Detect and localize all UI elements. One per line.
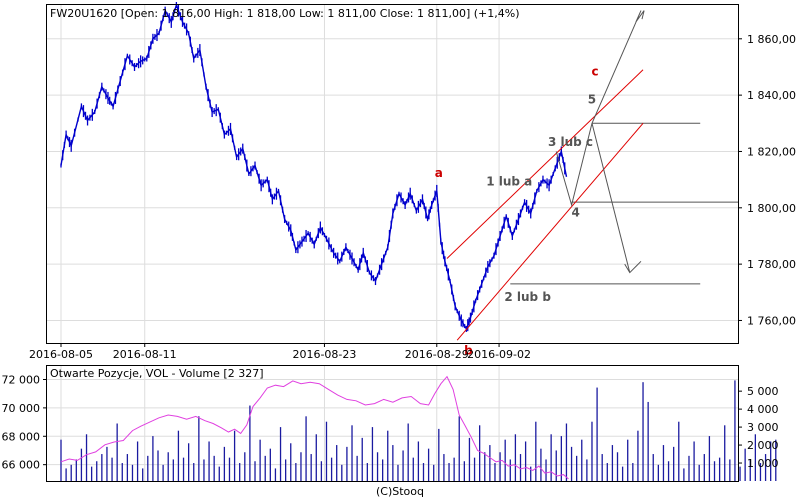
oi-tick-label: 66 000 xyxy=(2,459,41,472)
price-tick-label: 1 840,00 xyxy=(747,89,796,102)
volume-tick-label: 2 000 xyxy=(747,439,779,452)
projection-line xyxy=(591,123,642,274)
price-tick-label: 1 780,00 xyxy=(747,258,796,271)
chart-header: FW20U1620 [Open: 1 816,00 High: 1 818,00… xyxy=(50,7,520,20)
wave-labels: a b c 1 lub a 2 lub b 3 lub c 4 5 xyxy=(435,64,599,357)
date-tick-label: 2016-08-05 xyxy=(29,348,93,361)
price-panel-frame xyxy=(46,4,739,344)
date-x-axis: 2016-08-05 2016-08-11 2016-08-23 2016-08-29… xyxy=(29,343,531,361)
wave-label: a xyxy=(435,166,443,180)
price-tick-label: 1 860,00 xyxy=(747,33,796,46)
date-tick-label: 2016-09-02 xyxy=(467,348,531,361)
projection-line xyxy=(555,10,645,207)
volume-tick-label: 5 000 xyxy=(747,385,779,398)
wave-label: 1 lub a xyxy=(486,174,532,188)
oi-tick-label: 72 000 xyxy=(2,373,41,386)
volume-bars xyxy=(60,380,777,481)
volume-y-axis: 1 000 2 000 3 000 4 000 5 000 xyxy=(738,385,779,470)
price-tick-label: 1 800,00 xyxy=(747,202,796,215)
wave-label: b xyxy=(464,343,473,357)
volume-grid xyxy=(47,366,738,481)
oi-tick-label: 70 000 xyxy=(2,402,41,415)
horizontal-levels xyxy=(510,122,738,285)
volume-tick-label: 1 000 xyxy=(747,457,779,470)
date-tick-label: 2016-08-11 xyxy=(113,348,177,361)
wave-label: 2 lub b xyxy=(504,290,551,304)
trend-channel xyxy=(446,69,644,341)
open-interest-y-axis: 66 000 68 000 70 000 72 000 xyxy=(2,373,47,472)
open-interest-line xyxy=(60,375,569,480)
wave-label: 5 xyxy=(588,93,596,107)
price-tick-label: 1 760,00 xyxy=(747,314,796,327)
price-grid xyxy=(47,5,738,343)
wave-label: 4 xyxy=(571,205,579,219)
volume-tick-label: 3 000 xyxy=(747,421,779,434)
wave-label: 3 lub c xyxy=(548,135,593,149)
volume-panel-frame xyxy=(46,365,739,482)
date-tick-label: 2016-08-23 xyxy=(292,348,356,361)
wave-projection-lines xyxy=(555,10,645,274)
channel-line xyxy=(446,69,644,259)
price-series xyxy=(60,2,568,331)
oi-tick-label: 68 000 xyxy=(2,430,41,443)
price-tick-label: 1 820,00 xyxy=(747,145,796,158)
price-y-axis: 1 760,00 1 780,00 1 800,00 1 820,00 1 840,00… xyxy=(738,33,796,327)
volume-header: Otwarte Pozycje, VOL - Volume [2 327] xyxy=(50,367,264,380)
channel-line xyxy=(456,122,644,341)
price-bar-ticks xyxy=(60,2,566,332)
volume-tick-label: 4 000 xyxy=(747,403,779,416)
date-tick-label: 2016-08-29 xyxy=(405,348,469,361)
wave-label: c xyxy=(591,64,598,78)
footer-credit: (C)Stooq xyxy=(376,485,424,498)
